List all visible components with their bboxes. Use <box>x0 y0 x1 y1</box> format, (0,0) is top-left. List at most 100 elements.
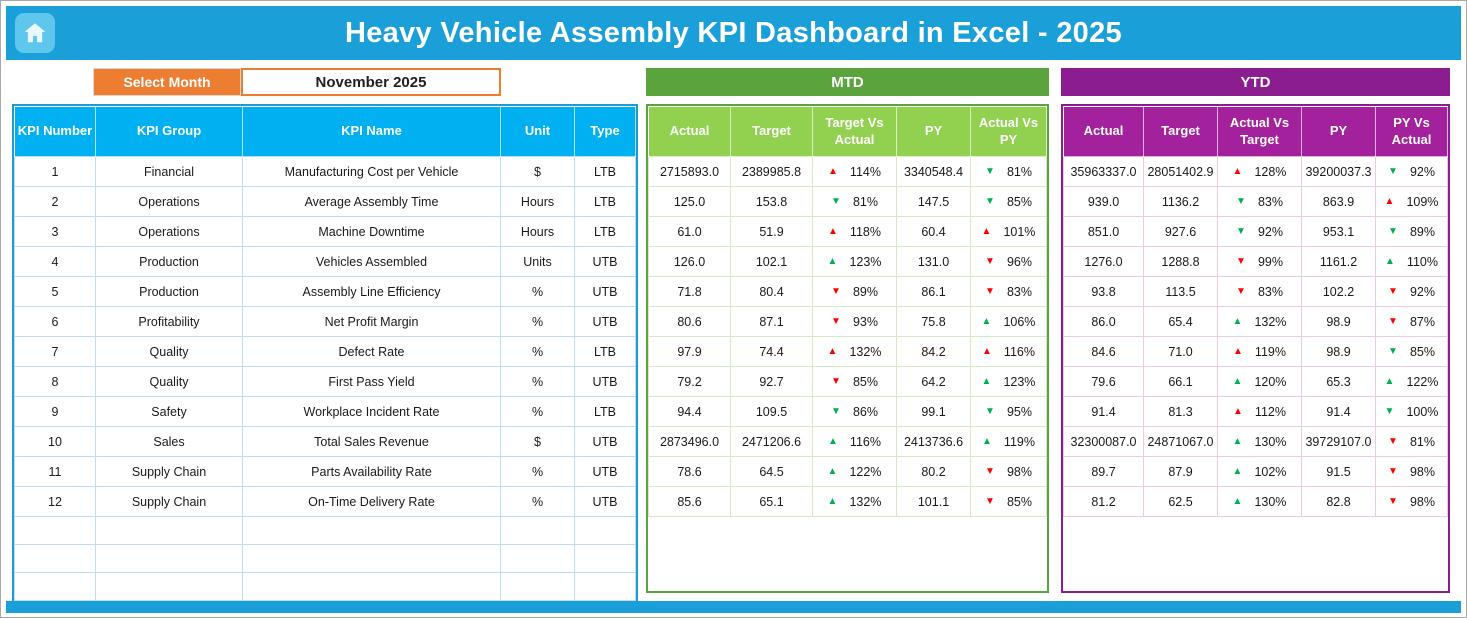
ratio-value: 85% <box>852 374 878 389</box>
mtd-target-cell: 51.9 <box>730 216 813 247</box>
mtd-target-cell: 153.8 <box>730 186 813 217</box>
mtd-target-cell: 109.5 <box>730 396 813 427</box>
kpi-number-cell: 5 <box>14 276 96 307</box>
triangle-down-icon: ▼ <box>985 495 995 507</box>
type-cell: UTB <box>574 276 636 307</box>
mtd-actual-cell: 79.2 <box>648 366 731 397</box>
col-header-ytd-target: Target <box>1143 106 1218 157</box>
kpi-group-cell: Operations <box>95 186 243 217</box>
triangle-down-icon: ▼ <box>985 285 995 297</box>
ytd-actual-vs-target-cell: ▲ 119% <box>1217 336 1302 367</box>
col-header-unit: Unit <box>500 106 575 157</box>
ratio-value: 85% <box>1409 344 1435 359</box>
mtd-target-cell: 2389985.8 <box>730 156 813 187</box>
triangle-up-icon: ▲ <box>1233 345 1243 357</box>
ytd-py-cell: 91.4 <box>1301 396 1376 427</box>
ytd-target-cell: 81.3 <box>1143 396 1218 427</box>
triangle-up-icon: ▲ <box>982 435 992 447</box>
mtd-row: 2715893.0 2389985.8 ▲ 114% 3340548.4 ▼ 81% <box>648 156 1047 187</box>
mtd-row: 125.0 153.8 ▼ 81% 147.5 ▼ 85% <box>648 186 1047 217</box>
triangle-down-icon: ▼ <box>1236 195 1246 207</box>
mtd-row: 61.0 51.9 ▲ 118% 60.4 ▲ 101% <box>648 216 1047 247</box>
triangle-up-icon: ▲ <box>828 225 838 237</box>
mtd-actual-vs-py-cell: ▲ 119% <box>970 426 1047 457</box>
kpi-group-cell: Quality <box>95 366 243 397</box>
ytd-row: 91.4 81.3 ▲ 112% 91.4 ▼ 100% <box>1063 396 1448 427</box>
ratio-value: 130% <box>1254 434 1287 449</box>
type-cell: UTB <box>574 426 636 457</box>
triangle-down-icon: ▼ <box>831 375 841 387</box>
ytd-target-cell: 28051402.9 <box>1143 156 1218 187</box>
triangle-down-icon: ▼ <box>831 315 841 327</box>
kpi-group-cell: Sales <box>95 426 243 457</box>
kpi-number-cell: 7 <box>14 336 96 367</box>
ytd-row: 851.0 927.6 ▼ 92% 953.1 ▼ 89% <box>1063 216 1448 247</box>
kpi-number-cell: 2 <box>14 186 96 217</box>
ytd-target-cell: 1288.8 <box>1143 246 1218 277</box>
month-dropdown[interactable]: November 2025 <box>241 68 501 96</box>
col-header-mtd-actual-vs-py: Actual Vs PY <box>970 106 1047 157</box>
mtd-actual-cell: 126.0 <box>648 246 731 277</box>
mtd-target-cell: 80.4 <box>730 276 813 307</box>
triangle-up-icon: ▲ <box>1233 405 1243 417</box>
type-cell: LTB <box>574 216 636 247</box>
kpi-name-cell: Workplace Incident Rate <box>242 396 501 427</box>
empty-row <box>14 544 636 573</box>
kpi-table-header-row: KPI Number KPI Group KPI Name Unit Type <box>14 106 636 157</box>
kpi-name-cell: Net Profit Margin <box>242 306 501 337</box>
mtd-row: 126.0 102.1 ▲ 123% 131.0 ▼ 96% <box>648 246 1047 277</box>
ytd-py-vs-actual-cell: ▼ 98% <box>1375 456 1448 487</box>
ytd-row: 86.0 65.4 ▲ 132% 98.9 ▼ 87% <box>1063 306 1448 337</box>
ratio-value: 81% <box>1409 434 1435 449</box>
kpi-group-cell: Profitability <box>95 306 243 337</box>
col-header-mtd-target-vs-actual: Target Vs Actual <box>812 106 897 157</box>
kpi-group-cell: Financial <box>95 156 243 187</box>
kpi-number-cell: 6 <box>14 306 96 337</box>
header-bar: Heavy Vehicle Assembly KPI Dashboard in … <box>6 6 1461 60</box>
mtd-row: 71.8 80.4 ▼ 89% 86.1 ▼ 83% <box>648 276 1047 307</box>
triangle-down-icon: ▼ <box>1388 495 1398 507</box>
empty-cell <box>14 572 96 601</box>
ratio-value: 100% <box>1406 404 1439 419</box>
ratio-value: 109% <box>1406 194 1439 209</box>
ytd-actual-cell: 939.0 <box>1063 186 1144 217</box>
empty-cell <box>14 544 96 573</box>
kpi-name-cell: Machine Downtime <box>242 216 501 247</box>
select-month-label: Select Month <box>93 68 241 96</box>
col-header-ytd-py-vs-actual: PY Vs Actual <box>1375 106 1448 157</box>
ratio-value: 101% <box>1003 224 1036 239</box>
mtd-target-vs-actual-cell: ▲ 132% <box>812 486 897 517</box>
ratio-value: 102% <box>1254 464 1287 479</box>
triangle-up-icon: ▲ <box>1232 435 1243 447</box>
page-title: Heavy Vehicle Assembly KPI Dashboard in … <box>345 16 1122 49</box>
ytd-actual-cell: 1276.0 <box>1063 246 1144 277</box>
mtd-target-cell: 65.1 <box>730 486 813 517</box>
triangle-up-icon: ▲ <box>981 315 992 327</box>
ratio-value: 81% <box>852 194 878 209</box>
kpi-name-cell: On-Time Delivery Rate <box>242 486 501 517</box>
ytd-py-vs-actual-cell: ▼ 81% <box>1375 426 1448 457</box>
ratio-value: 123% <box>849 254 882 269</box>
empty-cell <box>14 516 96 545</box>
ytd-py-vs-actual-cell: ▼ 92% <box>1375 156 1448 187</box>
mtd-target-vs-actual-cell: ▼ 89% <box>812 276 897 307</box>
home-button[interactable] <box>12 11 58 55</box>
type-cell: UTB <box>574 456 636 487</box>
triangle-down-icon: ▼ <box>985 195 995 207</box>
ratio-value: 119% <box>1254 344 1286 359</box>
ytd-actual-vs-target-cell: ▼ 92% <box>1217 216 1302 247</box>
ytd-py-cell: 98.9 <box>1301 336 1376 367</box>
kpi-number-cell: 4 <box>14 246 96 277</box>
triangle-down-icon: ▼ <box>1388 345 1398 357</box>
ytd-row: 89.7 87.9 ▲ 102% 91.5 ▼ 98% <box>1063 456 1448 487</box>
unit-cell: % <box>500 336 575 367</box>
type-cell: UTB <box>574 486 636 517</box>
kpi-name-cell: Manufacturing Cost per Vehicle <box>242 156 501 187</box>
ytd-actual-vs-target-cell: ▼ 83% <box>1217 276 1302 307</box>
ratio-value: 98% <box>1006 464 1032 479</box>
kpi-name-cell: Vehicles Assembled <box>242 246 501 277</box>
ytd-actual-vs-target-cell: ▲ 102% <box>1217 456 1302 487</box>
triangle-down-icon: ▼ <box>985 465 995 477</box>
ratio-value: 132% <box>849 344 882 359</box>
kpi-number-cell: 3 <box>14 216 96 247</box>
